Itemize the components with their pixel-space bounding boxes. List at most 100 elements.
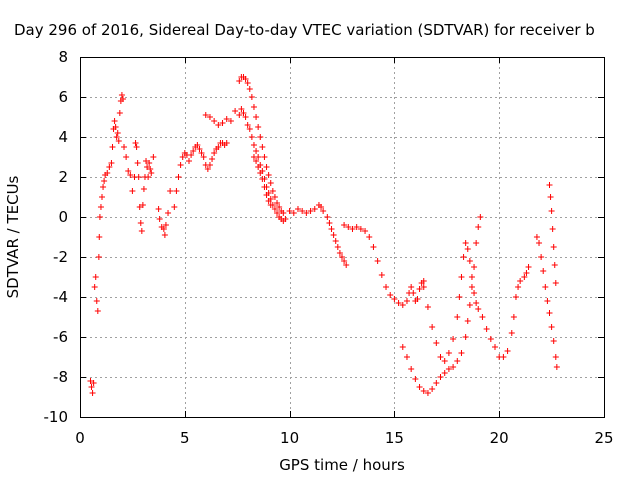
data-point <box>324 214 331 220</box>
data-point <box>345 224 352 230</box>
data-point <box>232 108 239 114</box>
data-point <box>250 104 257 110</box>
data-point <box>196 146 203 152</box>
data-point <box>94 308 101 314</box>
data-point <box>89 390 96 396</box>
data-point <box>161 232 168 238</box>
y-tick-label: 2 <box>58 168 68 186</box>
data-point <box>118 92 125 98</box>
data-point <box>471 290 478 296</box>
data-point <box>549 226 556 232</box>
data-point <box>552 354 559 360</box>
data-point <box>475 224 482 230</box>
data-point <box>420 388 427 394</box>
data-point <box>250 154 257 160</box>
x-tick-label: 10 <box>280 429 299 447</box>
data-point <box>255 164 262 170</box>
data-point <box>253 148 260 154</box>
data-point <box>477 214 484 220</box>
data-point <box>515 284 522 290</box>
data-point <box>148 170 155 176</box>
data-point <box>544 298 551 304</box>
y-tick-label: -4 <box>53 288 68 306</box>
data-point <box>116 110 123 116</box>
data-point <box>437 354 444 360</box>
data-point <box>403 298 410 304</box>
data-point <box>202 112 209 118</box>
data-point <box>223 116 230 122</box>
data-point <box>320 208 327 214</box>
data-point <box>280 210 287 216</box>
data-point <box>548 208 555 214</box>
data-point <box>198 150 205 156</box>
y-tick-labels: -10 -8 -6 -4 -2 0 2 4 6 8 <box>44 48 69 426</box>
data-point <box>547 194 554 200</box>
data-point <box>487 336 494 342</box>
data-point <box>188 152 195 158</box>
data-point <box>129 188 136 194</box>
data-point <box>215 122 222 128</box>
y-tick-label: 4 <box>58 128 68 146</box>
data-point <box>219 120 226 126</box>
data-point <box>326 220 333 226</box>
data-point <box>175 174 182 180</box>
y-tick-label: -6 <box>53 328 68 346</box>
data-point <box>215 144 222 150</box>
data-point <box>542 284 549 290</box>
data-point <box>274 200 281 206</box>
x-tick-label: 25 <box>594 429 613 447</box>
data-point <box>276 204 283 210</box>
chart-title: Day 296 of 2016, Sidereal Day-to-day VTE… <box>14 21 595 39</box>
data-point <box>87 378 94 384</box>
data-point <box>112 124 119 130</box>
data-point <box>113 134 120 140</box>
data-point <box>429 324 436 330</box>
data-point <box>171 204 178 210</box>
data-point <box>290 210 297 216</box>
data-point <box>227 118 234 124</box>
data-point <box>238 106 245 112</box>
data-point <box>311 206 318 212</box>
data-point <box>271 206 278 212</box>
data-point <box>550 338 557 344</box>
data-point <box>416 286 423 292</box>
data-point <box>223 140 230 146</box>
data-point <box>357 226 364 232</box>
data-point <box>155 206 162 212</box>
data-point <box>257 134 264 140</box>
data-point <box>414 296 421 302</box>
data-point <box>508 330 515 336</box>
data-point <box>483 326 490 332</box>
data-point <box>540 268 547 274</box>
data-point <box>403 354 410 360</box>
data-point <box>441 358 448 364</box>
data-point <box>433 340 440 346</box>
data-point <box>269 188 276 194</box>
data-point <box>242 76 249 82</box>
data-point <box>145 174 152 180</box>
data-point <box>353 224 360 230</box>
data-point <box>395 300 402 306</box>
data-point <box>460 254 467 260</box>
data-point <box>525 264 532 270</box>
data-point <box>236 78 243 84</box>
data-point <box>99 194 106 200</box>
x-tick-labels: 0 5 10 15 20 25 <box>75 429 613 447</box>
data-point <box>464 246 471 252</box>
data-point <box>473 240 480 246</box>
data-point <box>259 144 266 150</box>
data-point <box>267 180 274 186</box>
data-point <box>552 280 559 286</box>
grid-lines <box>80 57 604 417</box>
data-point <box>165 210 172 216</box>
data-point <box>92 274 99 280</box>
x-tick-label: 20 <box>490 429 509 447</box>
data-point <box>125 168 132 174</box>
y-tick-label: 6 <box>58 88 68 106</box>
data-point <box>445 366 452 372</box>
data-point <box>100 184 107 190</box>
data-point <box>114 130 121 136</box>
data-point <box>93 298 100 304</box>
data-point <box>146 160 153 166</box>
data-point <box>454 358 461 364</box>
